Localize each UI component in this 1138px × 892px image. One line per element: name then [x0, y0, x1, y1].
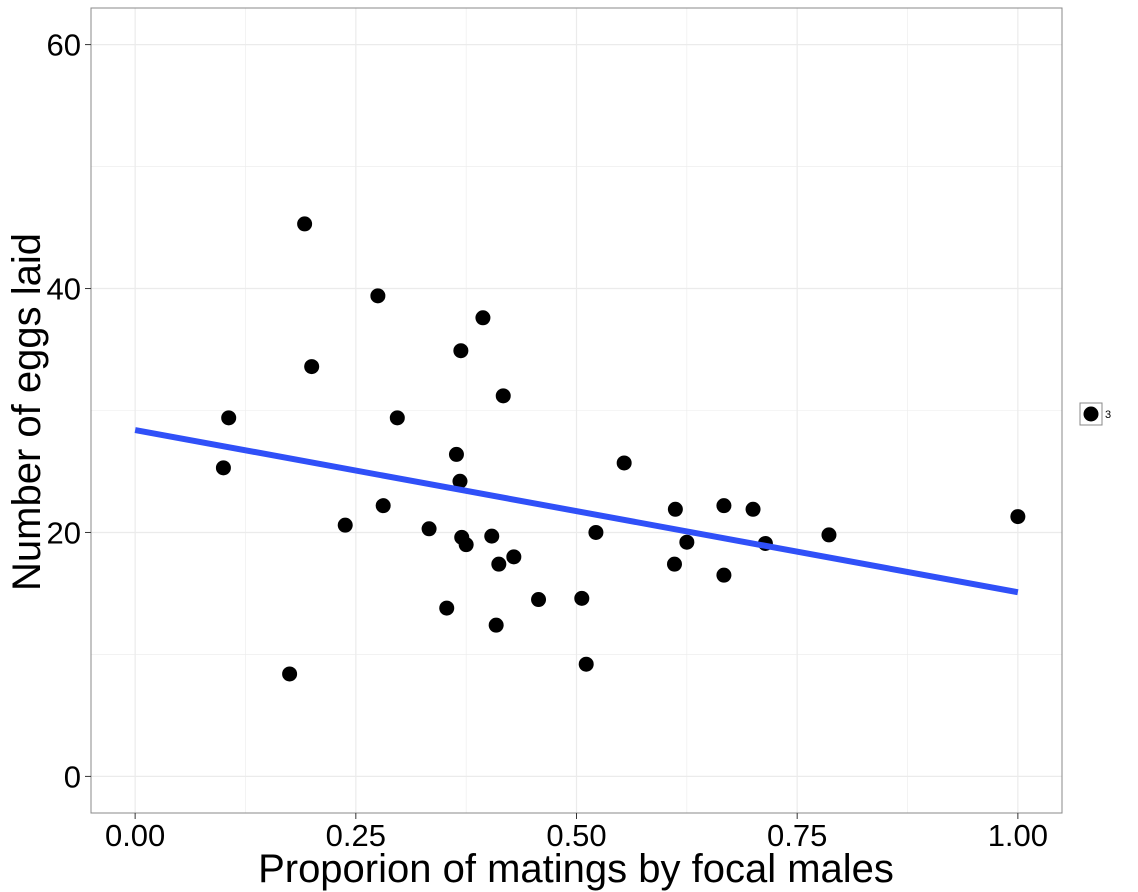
y-tick-label: 20 [47, 515, 81, 550]
data-point [495, 388, 511, 404]
trend-line [134, 427, 1019, 596]
data-point [488, 617, 504, 633]
data-point [531, 592, 547, 608]
data-point [616, 455, 632, 471]
data-point [1010, 509, 1026, 525]
data-point [282, 666, 298, 682]
data-point [666, 556, 682, 572]
y-tick-label: 40 [47, 272, 81, 307]
data-point [491, 556, 507, 572]
data-point [337, 517, 353, 533]
data-point [745, 501, 761, 517]
data-point [452, 473, 468, 489]
y-axis-title: Number of eggs laid [5, 233, 49, 591]
x-axis-ticks: 0.00 0.25 0.50 0.75 1.00 [105, 813, 1048, 853]
data-point [304, 359, 320, 375]
x-tick-label: 0.75 [767, 818, 827, 853]
data-point [297, 216, 313, 232]
data-point [389, 410, 405, 426]
data-point [221, 410, 237, 426]
grid-lines [91, 8, 1062, 813]
legend-label: 3 [1105, 409, 1111, 421]
legend: 3 [1079, 402, 1111, 426]
data-point [475, 310, 491, 326]
data-point [821, 527, 837, 543]
x-tick-label: 0.00 [105, 818, 165, 853]
data-point [439, 600, 455, 616]
data-point [667, 501, 683, 517]
data-point [453, 343, 469, 359]
data-point [375, 498, 391, 514]
x-tick-label: 0.50 [546, 818, 606, 853]
data-point [448, 446, 464, 462]
data-point [578, 656, 594, 672]
y-tick-label: 0 [64, 759, 81, 794]
y-tick-label: 60 [47, 28, 81, 63]
data-point [716, 498, 732, 514]
data-point [370, 288, 386, 304]
data-point [215, 460, 231, 476]
data-point [421, 521, 437, 537]
x-tick-label: 0.25 [326, 818, 386, 853]
y-axis-ticks: 0 20 40 60 [47, 28, 91, 794]
data-point [458, 537, 474, 553]
data-point [679, 534, 695, 550]
data-point [574, 590, 590, 606]
data-point [588, 524, 604, 540]
data-points [215, 216, 1026, 682]
data-point [506, 549, 522, 565]
data-point [716, 567, 732, 583]
x-axis-title: Proporion of matings by focal males [258, 847, 894, 891]
data-point [484, 528, 500, 544]
legend-point-icon [1083, 406, 1099, 422]
x-tick-label: 1.00 [988, 818, 1048, 853]
